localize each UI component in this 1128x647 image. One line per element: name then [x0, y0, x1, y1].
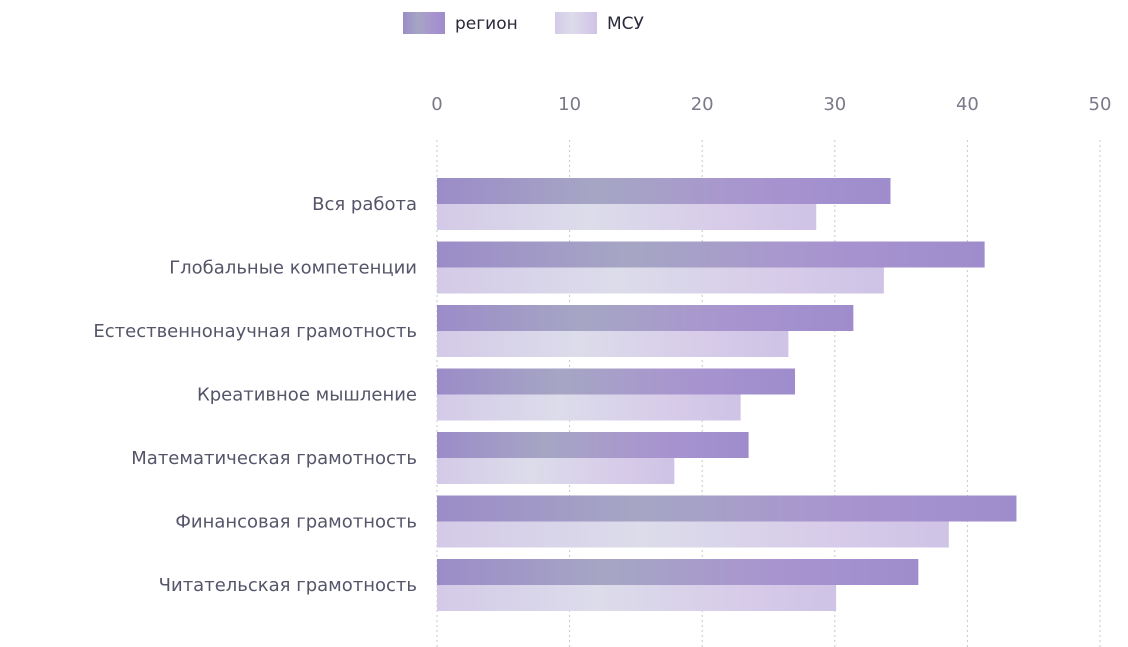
x-axis-ticks: 0 10 20 30 40 50 [431, 94, 1111, 115]
bar-msu [437, 458, 675, 484]
legend-item-region: регион [403, 12, 518, 34]
x-tick-label: 20 [691, 94, 714, 115]
bar-region [437, 368, 796, 395]
bars [437, 178, 1017, 611]
bar-msu [437, 585, 837, 611]
category-label: Глобальные компетенции [169, 258, 417, 279]
bar-msu [437, 394, 741, 421]
category-label: Финансовая грамотность [175, 512, 417, 533]
category-label: Естественнонаучная грамотность [93, 321, 417, 342]
category-label: Вся работа [312, 194, 417, 215]
x-tick-label: 50 [1089, 94, 1112, 115]
x-tick-label: 40 [956, 94, 979, 115]
category-label: Креативное мышление [197, 385, 417, 406]
legend-item-msu: МСУ [555, 12, 645, 34]
x-tick-label: 10 [558, 94, 581, 115]
legend-label-region: регион [455, 14, 518, 34]
category-labels: Вся работа Глобальные компетенции Естестве… [93, 194, 417, 596]
category-label: Математическая грамотность [131, 448, 417, 469]
legend-label-msu: МСУ [607, 14, 645, 34]
bar-msu [437, 267, 884, 294]
bar-region [437, 495, 1017, 522]
bar-msu [437, 521, 949, 548]
bar-region [437, 178, 891, 204]
bar-region [437, 559, 919, 585]
legend: регион МСУ [403, 12, 645, 34]
legend-swatch-msu [555, 12, 597, 34]
category-label: Читательская грамотность [159, 575, 417, 596]
legend-swatch-region [403, 12, 445, 34]
bar-msu [437, 204, 817, 230]
bar-msu [437, 331, 789, 357]
bar-region [437, 305, 854, 331]
bar-region [437, 241, 985, 268]
x-tick-label: 0 [431, 94, 442, 115]
bar-region [437, 432, 749, 458]
x-tick-label: 30 [823, 94, 846, 115]
